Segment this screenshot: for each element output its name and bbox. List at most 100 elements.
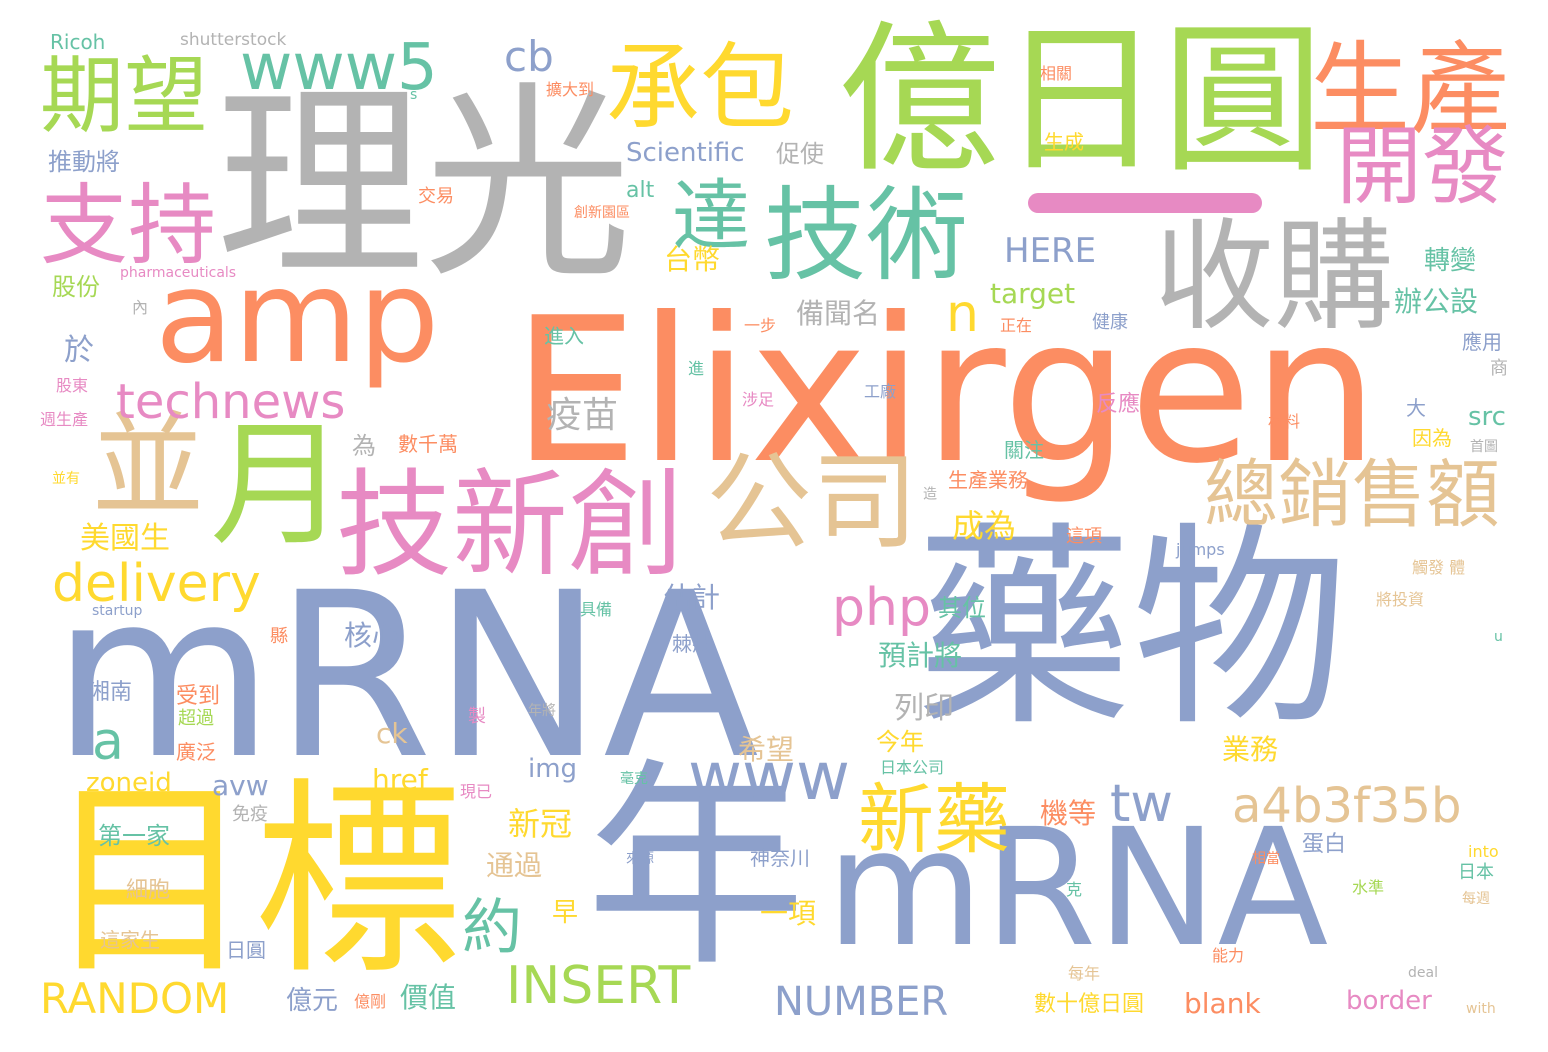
word: 推動將 — [48, 148, 120, 176]
word: 並有 — [52, 471, 80, 487]
word: a4b3f35b — [1232, 778, 1462, 834]
word: 股份 — [52, 273, 100, 301]
word: NUMBER — [774, 979, 949, 1025]
word: 億元 — [286, 986, 339, 1016]
word: n — [946, 284, 979, 344]
word: 每年 — [1068, 964, 1101, 983]
word: 期望 — [40, 47, 209, 145]
word: 一步 — [744, 316, 777, 335]
word: 蛋白 — [1302, 832, 1347, 857]
word: 首圖 — [1470, 439, 1498, 455]
word: 達 — [672, 172, 751, 262]
word: 於 — [64, 333, 94, 368]
word: 製 — [465, 706, 486, 724]
word: 並 — [92, 401, 204, 531]
word: 超過 — [178, 708, 214, 729]
word: avw — [212, 769, 269, 802]
word: 這家生 — [100, 928, 160, 952]
word: 技術 — [764, 177, 968, 296]
word: 這項 — [1066, 526, 1102, 547]
word: startup — [92, 603, 143, 619]
word: deal — [1408, 965, 1438, 981]
word: 通過 — [486, 849, 543, 882]
word: 數千萬 — [398, 432, 458, 456]
word: 健康 — [1092, 312, 1128, 333]
word: 材料 — [1268, 412, 1301, 431]
word: jumps — [1176, 540, 1225, 559]
word: 反應 — [1096, 392, 1141, 417]
word: pharmaceuticals — [120, 265, 237, 281]
word: 應用 — [1462, 330, 1502, 354]
word: img — [528, 754, 578, 784]
word: www — [688, 738, 850, 815]
word: 內 — [132, 298, 149, 317]
word: 相關 — [1040, 64, 1073, 83]
word: 開發 — [1336, 117, 1508, 217]
word: src — [1468, 402, 1506, 432]
word: into — [1468, 842, 1499, 861]
word: Scientific — [626, 138, 745, 168]
word: 將投資 — [1376, 590, 1425, 609]
word: HERE — [1004, 231, 1097, 271]
word: 受到 — [176, 684, 221, 709]
word: 棘狀 — [672, 632, 712, 656]
word: 進 — [685, 360, 704, 376]
word: 年將 — [528, 703, 556, 719]
word: 股東 — [56, 376, 89, 395]
word: mRNA — [826, 795, 1329, 983]
word: 免疫 — [232, 804, 268, 825]
word: 早 — [552, 898, 579, 928]
word: 約 — [462, 893, 522, 963]
word: 業務 — [1222, 733, 1279, 766]
word: 今年 — [876, 728, 924, 756]
word: 因為 — [1412, 426, 1452, 450]
word: 支持 — [40, 174, 217, 277]
word: 其位 — [938, 594, 986, 622]
word: www5 — [240, 31, 438, 105]
word: 目標 — [46, 761, 462, 1003]
word: with — [1466, 1001, 1496, 1017]
word: 核心 — [344, 619, 401, 652]
word: 第一家 — [98, 822, 170, 850]
word: 成為 — [952, 507, 1017, 545]
word: amp — [155, 243, 440, 392]
word: 交易 — [418, 186, 454, 207]
word: 週生產 — [40, 410, 89, 429]
decorative-bar — [1028, 193, 1262, 213]
word: 廣泛 — [176, 740, 216, 764]
word: border — [1346, 986, 1432, 1016]
word: 日本 — [1458, 862, 1494, 883]
word: 收購 — [1154, 208, 1394, 347]
word: RANDOM — [40, 974, 230, 1023]
word: 技新創 — [336, 458, 684, 593]
word: 進入 — [544, 324, 584, 348]
word: cb — [504, 32, 554, 81]
word: Ricoh — [50, 30, 106, 54]
word: 神奈川 — [750, 846, 810, 870]
word: blank — [1184, 987, 1261, 1020]
word: 創新園區 — [574, 205, 630, 221]
word: 生成 — [1044, 130, 1084, 154]
word: 新冠 — [508, 805, 573, 843]
word: INSERT — [506, 956, 691, 1016]
word: 備聞名 — [796, 297, 881, 330]
word: 擴大到 — [546, 80, 595, 99]
word: ck — [376, 717, 408, 750]
word: 辦公設 — [1394, 285, 1479, 318]
word: 機等 — [1040, 797, 1097, 830]
word: 大 — [1406, 396, 1426, 420]
word: 克 — [1066, 880, 1083, 899]
word: 水準 — [1352, 878, 1385, 897]
word: mRNA — [52, 543, 760, 809]
word: 毫克 — [620, 771, 648, 787]
word: 每週 — [1462, 891, 1490, 907]
word: 億日圓 — [838, 7, 1324, 195]
word: 藥物 — [916, 504, 1349, 755]
word: 新藥 — [858, 775, 1010, 864]
word: 工廠 — [864, 382, 897, 401]
word: 日圓 — [226, 938, 266, 962]
word: 列印 — [894, 691, 954, 726]
word: 疫苗 — [546, 395, 619, 436]
word: 具備 — [580, 600, 613, 619]
